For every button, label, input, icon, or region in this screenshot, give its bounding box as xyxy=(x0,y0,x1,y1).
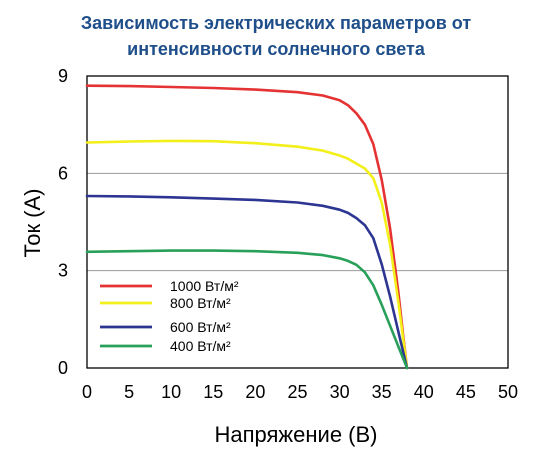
y-tick-label-9: 9 xyxy=(58,66,68,86)
legend-label-0: 1000 Вт/м² xyxy=(170,278,239,294)
x-tick-label-50: 50 xyxy=(498,382,518,402)
y-tick-label-6: 6 xyxy=(58,163,68,183)
chart-title-line-1: Зависимость электрических параметров от xyxy=(80,13,472,33)
chart-title-line-2: интенсивности солнечного света xyxy=(127,39,425,59)
x-tick-label-10: 10 xyxy=(161,382,181,402)
series-lines xyxy=(85,84,409,370)
x-tick-label-0: 0 xyxy=(82,382,92,402)
x-tick-label-5: 5 xyxy=(124,382,134,402)
series-line-0 xyxy=(85,84,409,370)
y-axis-title: Ток (А) xyxy=(20,188,45,257)
series-line-3 xyxy=(85,249,409,370)
series-line-1 xyxy=(85,139,409,370)
y-axis-ticks: 0 3 6 9 xyxy=(58,66,68,378)
x-tick-label-15: 15 xyxy=(203,382,223,402)
series-line-2 xyxy=(85,194,409,370)
chart-title: Зависимость электрических параметров от … xyxy=(0,10,552,62)
x-tick-label-40: 40 xyxy=(414,382,434,402)
y-tick-label-3: 3 xyxy=(58,261,68,281)
legend-label-3: 400 Вт/м² xyxy=(170,338,231,354)
x-axis-title: Напряжение (В) xyxy=(214,422,377,447)
x-tick-label-25: 25 xyxy=(287,382,307,402)
plot-area-frame xyxy=(86,75,509,369)
x-axis-ticks: 0 5 10 15 20 25 30 35 40 45 50 xyxy=(82,382,518,402)
x-tick-label-35: 35 xyxy=(372,382,392,402)
y-tick-label-0: 0 xyxy=(58,358,68,378)
x-tick-label-30: 30 xyxy=(330,382,350,402)
x-tick-label-20: 20 xyxy=(245,382,265,402)
x-tick-label-45: 45 xyxy=(456,382,476,402)
grid-lines xyxy=(87,172,508,272)
legend-label-2: 600 Вт/м² xyxy=(170,319,231,335)
legend-label-1: 800 Вт/м² xyxy=(170,295,231,311)
